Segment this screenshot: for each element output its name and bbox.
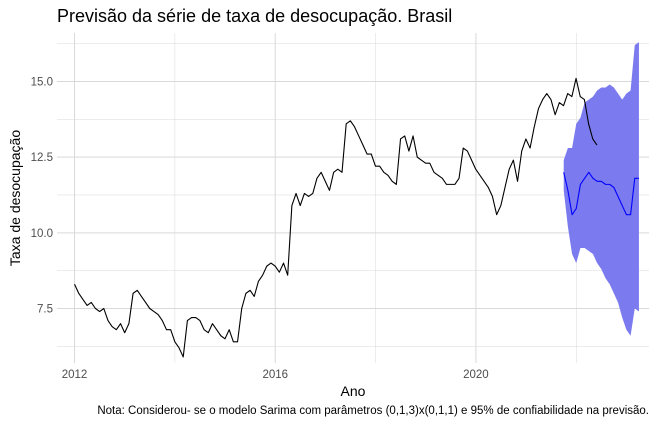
- minor-gridlines: [57, 33, 649, 363]
- y-tick-label: 10.0: [31, 228, 53, 240]
- y-tick-label: 12.5: [31, 152, 53, 164]
- chart-caption: Nota: Considerou- se o modelo Sarima com…: [97, 405, 649, 417]
- x-tick-label: 2020: [463, 369, 489, 381]
- panel-background: [57, 33, 649, 363]
- observed-series-line: [74, 77, 598, 358]
- x-tick-label: 2012: [62, 369, 88, 381]
- chart-title: Previsão da série de taxa de desocupação…: [57, 6, 453, 26]
- major-gridlines: [57, 33, 649, 363]
- y-axis-title: Taxa de desocupação: [7, 130, 23, 266]
- x-axis-title: Ano: [341, 383, 366, 399]
- x-tick-labels: 2012 2016 2020: [62, 369, 489, 381]
- confidence-band-layer: [563, 42, 639, 336]
- x-tick-label: 2016: [262, 369, 288, 381]
- y-tick-labels: 7.5 10.0 12.5 15.0: [31, 76, 53, 315]
- y-tick-label: 7.5: [37, 304, 53, 316]
- series-line-layer: [74, 77, 639, 358]
- forecast-confidence-band: [563, 42, 639, 336]
- forecast-series-line: [563, 171, 639, 216]
- y-tick-label: 15.0: [31, 76, 53, 88]
